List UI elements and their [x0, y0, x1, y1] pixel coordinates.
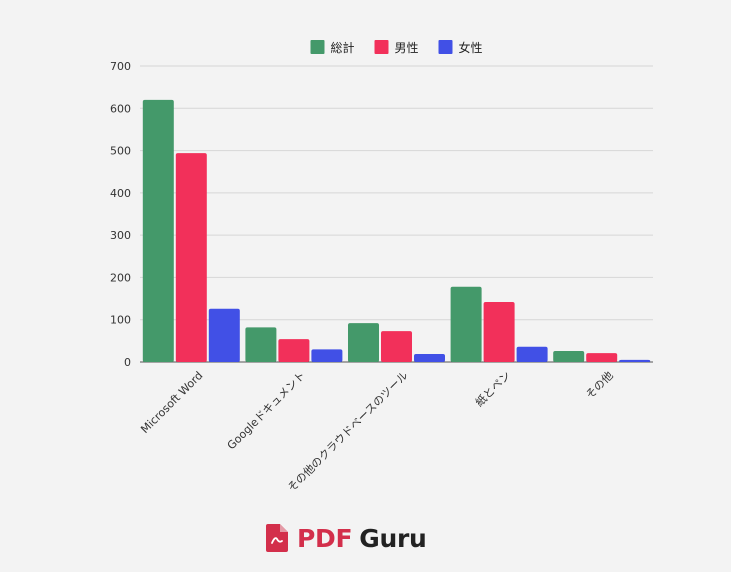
y-tick-label: 600 — [110, 102, 131, 115]
bar — [381, 331, 412, 362]
bar — [245, 327, 277, 362]
bar — [348, 323, 379, 362]
logo-pdf-text: PDF — [297, 523, 353, 553]
bar — [516, 346, 548, 362]
x-tick-label: Googleドキュメント — [225, 369, 308, 452]
pdfguru-logo: PDF Guru — [266, 522, 427, 554]
legend-swatch — [310, 40, 325, 54]
logo-guru-text: Guru — [359, 523, 427, 553]
x-tick-label: その他のクラウドベースのツール — [285, 369, 410, 494]
legend-swatch — [438, 40, 453, 54]
bar — [278, 339, 310, 362]
x-tick-label: その他 — [583, 369, 616, 402]
legend-label: 女性 — [459, 40, 483, 55]
y-tick-label: 500 — [110, 145, 131, 158]
y-tick-label: 400 — [110, 187, 131, 200]
y-tick-label: 100 — [110, 314, 131, 327]
bar — [619, 359, 651, 362]
y-tick-label: 700 — [110, 60, 131, 73]
bar — [414, 353, 445, 362]
bar — [175, 153, 207, 362]
bar — [483, 301, 515, 362]
legend-label: 総計 — [331, 40, 355, 55]
bar — [586, 353, 618, 362]
bar — [142, 99, 174, 362]
bar — [450, 286, 482, 362]
x-tick-label: Microsoft Word — [138, 369, 205, 436]
bar — [553, 351, 585, 362]
legend-swatch — [374, 40, 389, 54]
y-tick-label: 200 — [110, 271, 131, 284]
x-tick-label: 紙とペン — [472, 368, 513, 409]
pdf-file-icon — [266, 524, 288, 552]
y-tick-label: 300 — [110, 229, 131, 242]
y-tick-label: 0 — [124, 356, 131, 369]
bar — [208, 308, 240, 362]
bar — [311, 349, 343, 362]
legend-label: 男性 — [395, 41, 419, 55]
